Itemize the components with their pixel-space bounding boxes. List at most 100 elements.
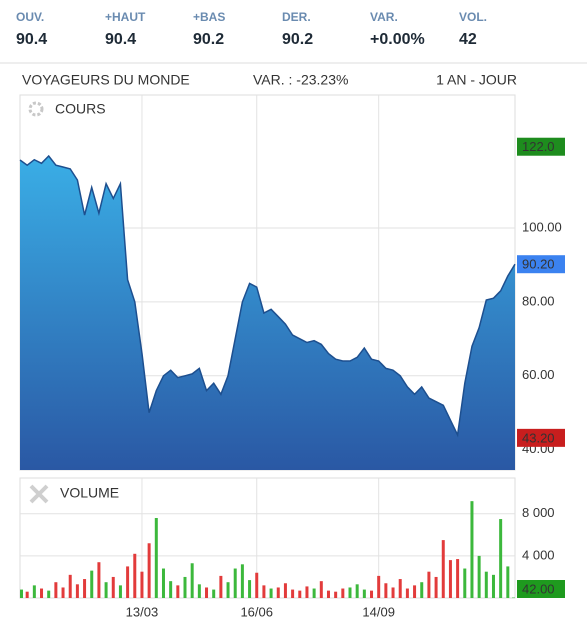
volume-bar bbox=[269, 588, 273, 598]
volume-bar bbox=[90, 570, 94, 598]
stat-label: OUV. bbox=[16, 10, 44, 24]
value-marker-label: 90.20 bbox=[522, 257, 555, 272]
volume-bar bbox=[154, 518, 158, 598]
volume-bar bbox=[326, 590, 330, 598]
y-tick-label: 100.00 bbox=[522, 219, 562, 234]
volume-bar bbox=[169, 581, 173, 598]
gear-icon[interactable] bbox=[28, 101, 44, 117]
volume-title: VOLUME bbox=[60, 485, 119, 501]
stat-label: VAR. bbox=[370, 10, 398, 24]
volume-bar bbox=[319, 581, 323, 598]
volume-bar bbox=[75, 584, 79, 598]
value-marker bbox=[517, 255, 565, 274]
volume-bar bbox=[25, 591, 29, 598]
stock-name: VOYAGEURS DU MONDE bbox=[22, 72, 190, 88]
stat-value: +0.00% bbox=[370, 31, 425, 48]
volume-bar bbox=[118, 585, 122, 598]
price-area bbox=[20, 156, 515, 470]
stat-value: 90.2 bbox=[282, 31, 313, 48]
volume-bar bbox=[305, 586, 309, 598]
stat-value: 90.2 bbox=[193, 31, 224, 48]
volume-bar bbox=[355, 584, 359, 598]
volume-bar bbox=[398, 579, 402, 598]
volume-bar bbox=[226, 582, 230, 598]
stat-value: 90.4 bbox=[105, 31, 136, 48]
volume-bar bbox=[212, 589, 216, 598]
value-marker bbox=[517, 580, 565, 598]
volume-bar bbox=[262, 585, 266, 598]
value-marker-label: 43.20 bbox=[522, 430, 555, 445]
volume-bar bbox=[441, 540, 445, 598]
volume-bar bbox=[312, 588, 316, 598]
variation: VAR. : -23.23% bbox=[253, 72, 348, 88]
stat-value: 90.4 bbox=[16, 31, 47, 48]
volume-bar bbox=[97, 562, 101, 598]
volume-bar bbox=[384, 583, 388, 598]
volume-bar bbox=[147, 543, 151, 598]
volume-bar bbox=[104, 582, 108, 598]
volume-bar bbox=[448, 560, 452, 598]
volume-bar bbox=[377, 575, 381, 598]
volume-bar bbox=[190, 563, 194, 598]
volume-bar bbox=[176, 585, 180, 598]
volume-bar bbox=[413, 585, 417, 598]
stat-value: 42 bbox=[459, 31, 477, 48]
value-marker-label: 42.00 bbox=[522, 581, 555, 596]
volume-bar bbox=[68, 574, 72, 598]
volume-bar bbox=[240, 564, 244, 598]
volume-bar bbox=[341, 588, 345, 598]
volume-bar bbox=[477, 555, 481, 598]
volume-bar bbox=[140, 571, 144, 598]
volume-bar bbox=[470, 501, 474, 598]
volume-bar bbox=[233, 568, 237, 598]
stat-label: +HAUT bbox=[105, 10, 146, 24]
volume-bar bbox=[491, 574, 495, 598]
volume-bar bbox=[255, 572, 259, 598]
volume-bar bbox=[111, 576, 115, 598]
volume-bar bbox=[133, 553, 137, 598]
volume-bar bbox=[197, 584, 201, 598]
volume-bar bbox=[291, 589, 295, 598]
value-marker-label: 122.0 bbox=[522, 139, 555, 154]
volume-bar bbox=[20, 589, 23, 598]
volume-bar bbox=[456, 559, 460, 598]
volume-panel bbox=[19, 477, 516, 599]
volume-bar bbox=[298, 590, 302, 598]
y-tick-label: 8 000 bbox=[522, 505, 555, 520]
volume-bar bbox=[499, 519, 503, 598]
price-line bbox=[19, 154, 516, 438]
x-tick-label: 13/03 bbox=[126, 604, 159, 619]
volume-bar bbox=[512, 597, 515, 599]
volume-bar bbox=[40, 588, 44, 598]
volume-bar bbox=[391, 587, 395, 598]
volume-bar bbox=[427, 571, 431, 598]
y-tick-label: 80.00 bbox=[522, 293, 555, 308]
volume-bar bbox=[434, 576, 438, 598]
volume-bar bbox=[183, 576, 187, 598]
volume-bar bbox=[362, 589, 366, 598]
volume-bar bbox=[420, 582, 424, 598]
volume-bar bbox=[248, 580, 252, 598]
volume-bar bbox=[47, 590, 51, 598]
x-tick-label: 14/09 bbox=[362, 604, 395, 619]
volume-bar bbox=[276, 587, 280, 598]
volume-bar bbox=[83, 579, 87, 598]
volume-bar bbox=[161, 568, 165, 598]
volume-bar bbox=[32, 585, 36, 598]
volume-bar bbox=[334, 591, 338, 598]
close-icon[interactable] bbox=[29, 484, 49, 504]
volume-bar bbox=[219, 575, 223, 598]
volume-bar bbox=[61, 587, 65, 598]
volume-bar bbox=[484, 571, 488, 598]
volume-bar bbox=[54, 582, 58, 598]
volume-bar bbox=[506, 566, 510, 598]
period: 1 AN - JOUR bbox=[436, 72, 517, 88]
stat-label: +BAS bbox=[193, 10, 225, 24]
volume-bar bbox=[205, 587, 209, 598]
volume-bar bbox=[126, 566, 130, 598]
y-tick-label: 60.00 bbox=[522, 367, 555, 382]
stat-label: VOL. bbox=[459, 10, 487, 24]
volume-bar bbox=[283, 583, 287, 598]
value-marker bbox=[517, 137, 565, 156]
